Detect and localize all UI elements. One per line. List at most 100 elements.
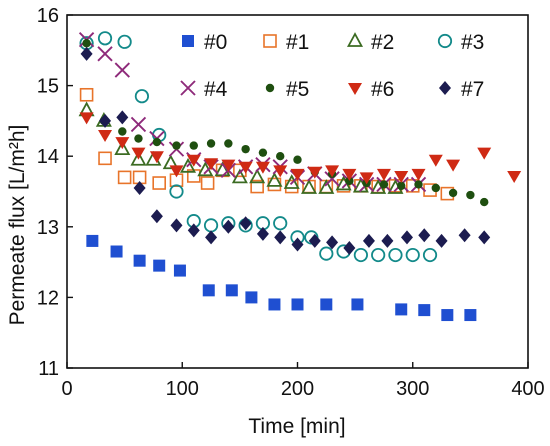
data-point <box>203 218 219 233</box>
data-point <box>97 31 113 46</box>
data-point <box>381 233 394 248</box>
data-point <box>435 233 448 248</box>
data-point <box>422 247 438 263</box>
data-point <box>152 176 166 190</box>
data-point <box>249 168 266 184</box>
legend-label: #5 <box>286 78 309 101</box>
data-point <box>258 148 268 157</box>
data-point <box>319 246 334 261</box>
y-tick-label: 12 <box>37 287 59 309</box>
data-point <box>255 161 270 174</box>
data-point <box>405 247 420 263</box>
data-point <box>152 137 162 147</box>
data-point <box>189 141 198 150</box>
series-5 <box>82 39 489 207</box>
data-point <box>400 230 413 245</box>
data-point <box>273 216 288 231</box>
data-point <box>133 180 146 195</box>
x-tick-label: 100 <box>166 378 199 400</box>
data-point <box>110 245 123 258</box>
data-point <box>79 87 94 102</box>
data-point <box>231 168 248 184</box>
data-point <box>114 62 130 78</box>
data-point <box>414 180 423 189</box>
y-tick-label: 14 <box>37 146 59 168</box>
data-point <box>169 184 184 199</box>
data-point <box>256 226 269 241</box>
data-point <box>428 154 443 167</box>
data-point <box>187 223 200 238</box>
data-point <box>283 174 300 189</box>
data-point <box>169 165 184 178</box>
x-tick-label: 400 <box>511 378 544 400</box>
legend-marker <box>182 35 194 47</box>
data-point <box>170 218 183 233</box>
data-point <box>225 284 238 297</box>
data-point <box>149 151 164 164</box>
x-axis-title: Time [min] <box>248 415 345 438</box>
data-point <box>291 298 304 311</box>
legend-label: #0 <box>204 31 227 54</box>
data-point <box>79 112 94 125</box>
data-point <box>478 230 491 245</box>
legend-label: #1 <box>286 31 309 54</box>
x-tick-label: 300 <box>396 378 429 400</box>
data-point <box>477 147 492 160</box>
data-point <box>325 165 340 178</box>
data-point <box>180 157 197 173</box>
data-point <box>200 176 215 190</box>
legend-label: #2 <box>371 31 394 54</box>
data-point <box>238 161 253 174</box>
legend-label: #7 <box>461 78 484 101</box>
data-point <box>134 89 150 104</box>
series-0 <box>86 234 477 322</box>
data-point <box>376 168 391 181</box>
data-point <box>418 228 431 243</box>
axis-ticks: 0 100 200 300 400 11 12 13 14 15 16 <box>37 5 545 400</box>
y-tick-label: 13 <box>37 217 59 239</box>
series-2 <box>78 101 404 194</box>
data-point <box>301 179 318 194</box>
data-point <box>379 180 389 189</box>
data-point <box>221 159 236 172</box>
data-point <box>342 168 357 181</box>
data-point <box>130 116 147 133</box>
data-point <box>150 209 163 224</box>
data-point <box>82 39 91 48</box>
data-point <box>98 130 113 143</box>
data-point <box>324 171 340 187</box>
data-point <box>448 188 458 198</box>
data-point <box>307 166 322 179</box>
data-point <box>320 298 333 311</box>
legend: #0 #1 #2 #3 #4 #5 #6 #7 <box>180 31 484 101</box>
data-point <box>276 152 285 161</box>
data-point <box>224 139 233 148</box>
series-3 <box>79 31 438 263</box>
legend-marker <box>439 81 451 95</box>
data-point <box>431 183 440 193</box>
data-point <box>336 179 351 193</box>
y-tick-label: 11 <box>38 358 59 380</box>
data-point <box>395 303 408 316</box>
data-point <box>186 154 201 167</box>
data-point <box>130 150 147 166</box>
legend-label: #3 <box>461 31 484 54</box>
data-point <box>97 46 113 62</box>
legend-marker <box>346 32 364 47</box>
data-point <box>153 259 166 272</box>
data-point <box>118 127 127 136</box>
series-6 <box>79 112 522 185</box>
data-point <box>480 197 489 207</box>
y-axis-title: Permeate flux [L/m²h] <box>6 125 29 326</box>
data-point <box>273 165 288 178</box>
data-points <box>78 31 522 322</box>
data-point <box>172 141 181 150</box>
data-point <box>134 134 143 143</box>
series-7 <box>80 46 491 255</box>
data-point <box>116 110 129 125</box>
data-point <box>464 309 477 322</box>
data-point <box>114 140 131 156</box>
x-tick-label: 200 <box>281 378 314 400</box>
data-point <box>418 304 431 317</box>
data-point <box>345 176 354 186</box>
